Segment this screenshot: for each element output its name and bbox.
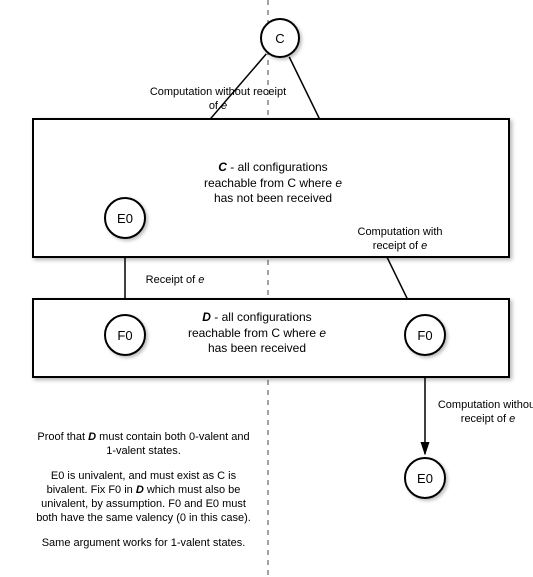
edge-label-c_to_f0r: Computation with receipt of e [340, 225, 460, 254]
node-C: C [260, 18, 300, 58]
region-text-D_region: D - all configurations reachable from C … [182, 310, 332, 357]
node-E0b: E0 [404, 457, 446, 499]
node-label-F0l: F0 [117, 328, 132, 343]
node-label-C: C [275, 31, 284, 46]
node-E0a: E0 [104, 197, 146, 239]
edge-label-f0r_to_e0: Computation without receipt of e [428, 398, 533, 427]
node-F0r: F0 [404, 314, 446, 356]
region-text-C_region: C - all configurations reachable from C … [198, 160, 348, 207]
node-F0l: F0 [104, 314, 146, 356]
proof-text: Proof that D must contain both 0-valent … [36, 430, 251, 550]
node-label-E0b: E0 [417, 471, 433, 486]
edge-label-c_to_e0: Computation without receipt of e [148, 85, 288, 114]
edge-label-e0_to_f0: Receipt of e [130, 273, 220, 287]
node-label-F0r: F0 [417, 328, 432, 343]
node-label-E0a: E0 [117, 211, 133, 226]
